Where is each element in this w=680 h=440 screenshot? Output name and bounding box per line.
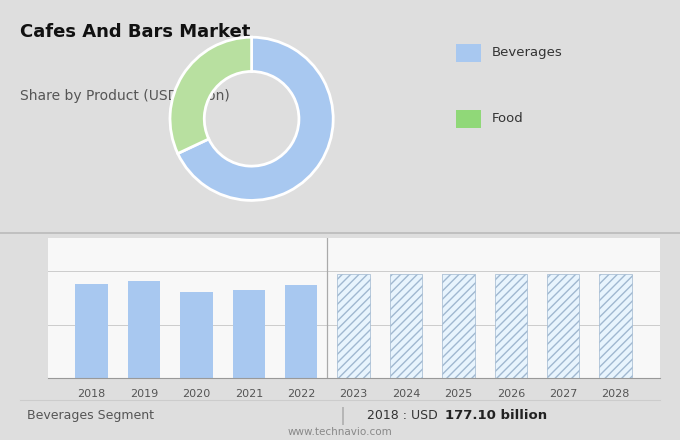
- Wedge shape: [177, 37, 333, 200]
- Text: Share by Product (USD billion): Share by Product (USD billion): [20, 88, 230, 103]
- Text: Cafes And Bars Market: Cafes And Bars Market: [20, 23, 251, 41]
- Text: www.technavio.com: www.technavio.com: [288, 427, 392, 437]
- Bar: [128, 281, 160, 378]
- Text: 177.10 billion: 177.10 billion: [445, 409, 547, 422]
- Wedge shape: [170, 37, 252, 154]
- Bar: [494, 274, 527, 378]
- Bar: [337, 274, 370, 378]
- Bar: [180, 292, 213, 378]
- Text: Beverages: Beverages: [491, 46, 562, 59]
- Text: Food: Food: [491, 112, 523, 125]
- Bar: [442, 274, 475, 378]
- Bar: [233, 290, 265, 378]
- Text: |: |: [340, 407, 346, 425]
- Text: 2018 : USD: 2018 : USD: [367, 409, 442, 422]
- Bar: [285, 285, 318, 378]
- Bar: [547, 274, 579, 378]
- Text: Beverages Segment: Beverages Segment: [27, 409, 154, 422]
- Bar: [75, 284, 108, 378]
- Bar: [599, 274, 632, 378]
- Bar: [390, 274, 422, 378]
